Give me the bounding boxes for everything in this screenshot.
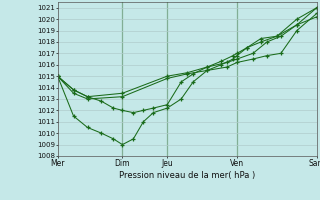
X-axis label: Pression niveau de la mer( hPa ): Pression niveau de la mer( hPa )	[119, 171, 255, 180]
